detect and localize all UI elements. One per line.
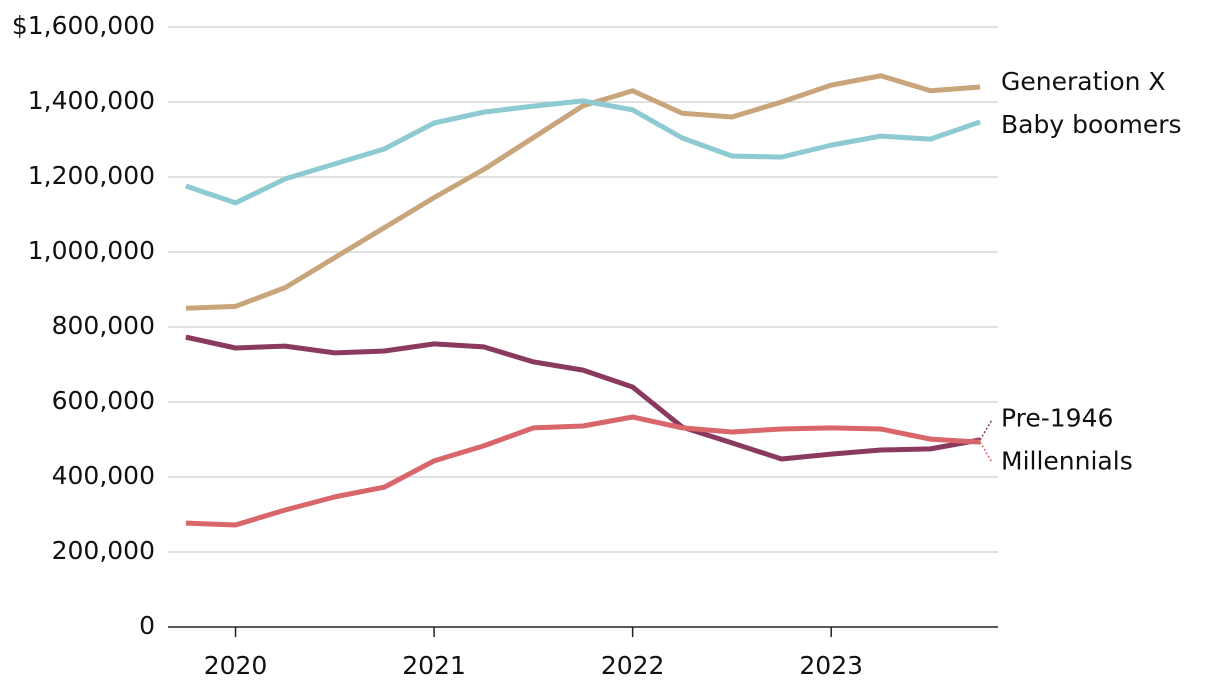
label-connector [979, 441, 993, 463]
legend-label: Baby boomers [1001, 110, 1182, 139]
label-connector [979, 419, 993, 441]
y-tick-label: 1,000,000 [28, 236, 155, 265]
legend-label: Generation X [1001, 67, 1166, 96]
series-line [185, 98, 981, 206]
y-tick-label: 400,000 [52, 461, 155, 490]
x-tick-label: 2023 [799, 651, 863, 680]
series-line [185, 414, 981, 528]
y-tick-label: 600,000 [52, 386, 155, 415]
legend-label: Pre-1946 [1001, 404, 1113, 433]
y-tick-label: 1,400,000 [28, 86, 155, 115]
y-tick-label: $1,600,000 [12, 11, 155, 40]
series-line [185, 334, 981, 462]
y-tick-label: 1,200,000 [28, 161, 155, 190]
y-tick-label: 0 [139, 611, 155, 640]
x-tick-label: 2022 [601, 651, 665, 680]
y-tick-label: 800,000 [52, 311, 155, 340]
x-tick-label: 2020 [204, 651, 268, 680]
y-tick-label: 200,000 [52, 536, 155, 565]
series-line [185, 73, 981, 311]
x-tick-label: 2021 [402, 651, 466, 680]
legend-label: Millennials [1001, 447, 1133, 476]
